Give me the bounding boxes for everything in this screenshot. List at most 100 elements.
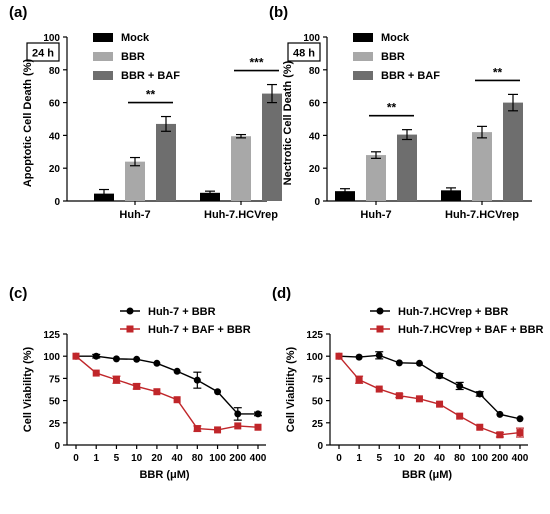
legend-label: Mock bbox=[121, 32, 150, 44]
x-tick-label: 20 bbox=[151, 453, 163, 464]
x-tick-label: 40 bbox=[172, 453, 184, 464]
x-tick-label: Huh-7 bbox=[119, 209, 150, 221]
timepoint-box bbox=[287, 42, 321, 62]
legend-swatch bbox=[353, 33, 373, 42]
x-tick-label: 200 bbox=[229, 453, 246, 464]
timepoint-box bbox=[26, 42, 60, 62]
data-point bbox=[456, 412, 464, 420]
data-point bbox=[153, 388, 161, 396]
y-tick-label: 25 bbox=[49, 419, 61, 430]
y-tick-label: 0 bbox=[317, 441, 323, 452]
timepoint-label: 48 h bbox=[293, 48, 315, 60]
y-axis-label: Nectrotic Cell Death (%) bbox=[282, 60, 294, 185]
y-tick-label: 100 bbox=[43, 33, 60, 44]
bar-bbr-baf bbox=[397, 134, 417, 201]
panel-label: (d) bbox=[272, 285, 291, 302]
data-point bbox=[415, 395, 423, 403]
x-tick-label: 10 bbox=[131, 453, 143, 464]
data-point bbox=[476, 423, 484, 431]
x-tick-label: Huh-7.HCVrep bbox=[204, 209, 278, 221]
x-tick-label: 100 bbox=[471, 453, 488, 464]
x-tick-label: 80 bbox=[454, 453, 466, 464]
x-tick-label: 0 bbox=[73, 453, 79, 464]
y-tick-label: 100 bbox=[303, 33, 320, 44]
legend-marker bbox=[376, 307, 384, 315]
data-point bbox=[153, 359, 161, 367]
data-point bbox=[112, 376, 120, 384]
legend-label: Huh-7.HCVrep + BAF + BBR bbox=[398, 324, 544, 336]
data-point bbox=[395, 359, 403, 367]
data-point bbox=[335, 352, 343, 360]
y-tick-label: 50 bbox=[312, 397, 324, 408]
data-point bbox=[193, 425, 201, 433]
legend-swatch bbox=[93, 33, 113, 42]
y-tick-label: 125 bbox=[43, 330, 60, 341]
data-point bbox=[234, 410, 242, 418]
y-tick-label: 125 bbox=[306, 330, 323, 341]
legend-label: BBR + BAF bbox=[381, 70, 440, 82]
data-point bbox=[133, 355, 141, 363]
bar-mock bbox=[335, 191, 355, 201]
data-point bbox=[133, 382, 141, 390]
y-tick-label: 20 bbox=[309, 164, 321, 175]
bar-bbr bbox=[472, 132, 492, 201]
legend-label: BBR bbox=[121, 51, 145, 63]
bar-bbr-baf bbox=[262, 93, 282, 201]
x-tick-label: 1 bbox=[356, 453, 362, 464]
data-point bbox=[436, 372, 444, 380]
data-point bbox=[476, 390, 484, 398]
x-tick-label: 5 bbox=[114, 453, 120, 464]
data-point bbox=[516, 415, 524, 423]
y-tick-label: 0 bbox=[54, 441, 60, 452]
y-axis-label: Cell Viability (%) bbox=[22, 346, 34, 432]
significance-label: ** bbox=[387, 101, 397, 115]
y-tick-label: 80 bbox=[49, 66, 61, 77]
significance-label: ** bbox=[146, 88, 156, 102]
data-point bbox=[355, 353, 363, 361]
y-tick-label: 50 bbox=[49, 397, 61, 408]
y-tick-label: 75 bbox=[312, 374, 324, 385]
x-tick-label: 10 bbox=[394, 453, 406, 464]
legend-swatch bbox=[353, 71, 373, 80]
legend-swatch bbox=[93, 52, 113, 61]
data-point bbox=[415, 359, 423, 367]
significance-label: ** bbox=[493, 65, 503, 79]
data-point bbox=[234, 422, 242, 430]
y-tick-label: 40 bbox=[49, 131, 61, 142]
timepoint-label: 24 h bbox=[32, 48, 54, 60]
y-tick-label: 20 bbox=[49, 164, 61, 175]
x-axis-label: BBR (μM) bbox=[139, 469, 189, 481]
series-line bbox=[338, 355, 521, 436]
bar-mock bbox=[200, 192, 220, 201]
series-line bbox=[76, 355, 258, 415]
bar-mock bbox=[441, 190, 461, 201]
bar-bbr-baf bbox=[503, 102, 523, 201]
panel-label: (b) bbox=[269, 4, 288, 21]
data-point bbox=[92, 369, 100, 377]
x-tick-label: 20 bbox=[414, 453, 426, 464]
y-tick-label: 80 bbox=[309, 66, 321, 77]
y-tick-label: 25 bbox=[312, 419, 324, 430]
x-tick-label: 400 bbox=[512, 453, 529, 464]
data-point bbox=[395, 392, 403, 400]
x-tick-label: 1 bbox=[93, 453, 99, 464]
data-point bbox=[496, 431, 504, 439]
legend-marker bbox=[126, 325, 134, 333]
legend-label: Huh-7 + BAF + BBR bbox=[148, 324, 251, 336]
bar-bbr bbox=[231, 136, 251, 201]
significance-label: *** bbox=[249, 56, 263, 70]
x-tick-label: 40 bbox=[434, 453, 446, 464]
bar-bbr-baf bbox=[156, 123, 176, 201]
data-point bbox=[355, 376, 363, 384]
x-tick-label: Huh-7.HCVrep bbox=[445, 209, 519, 221]
data-point bbox=[456, 382, 464, 390]
data-point bbox=[173, 367, 181, 375]
data-point bbox=[516, 429, 524, 437]
y-axis-label: Apoptotic Cell Death (%) bbox=[22, 59, 34, 188]
y-tick-label: 100 bbox=[306, 352, 323, 363]
y-tick-label: 0 bbox=[314, 197, 320, 208]
x-tick-label: 5 bbox=[376, 453, 382, 464]
data-point bbox=[496, 410, 504, 418]
y-tick-label: 100 bbox=[43, 352, 60, 363]
